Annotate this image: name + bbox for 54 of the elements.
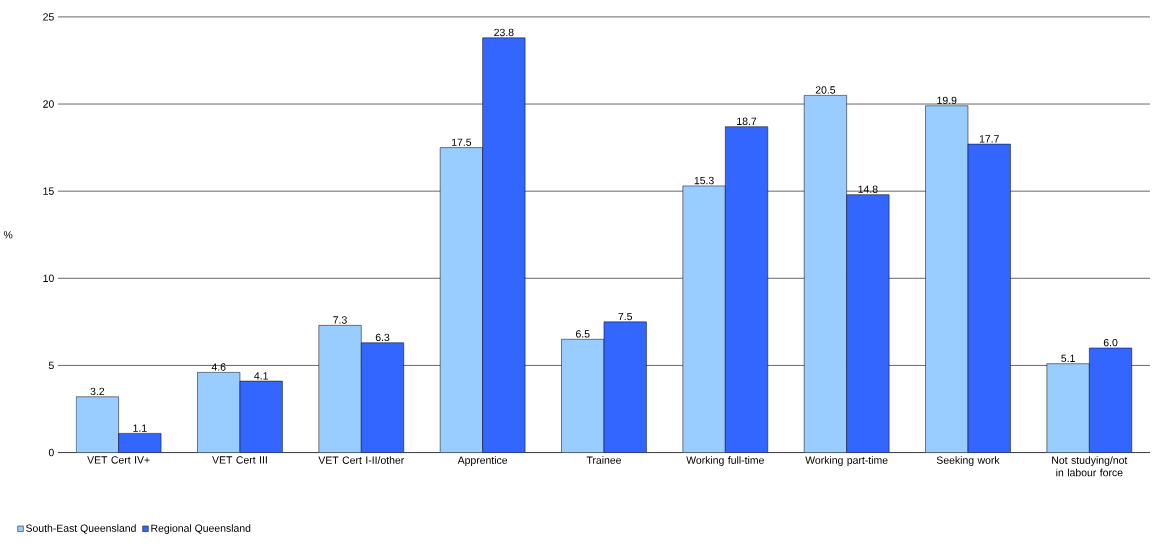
bar	[803, 95, 847, 453]
x-tick-label: Working full-time	[686, 456, 764, 466]
bar	[439, 147, 483, 453]
bar	[725, 126, 769, 453]
data-label: 7.3	[333, 316, 347, 324]
bar	[118, 433, 162, 453]
bar	[682, 185, 726, 453]
y-axis-title: %	[3, 231, 13, 239]
x-tick-label: Not studying/not in labour force	[1052, 456, 1128, 477]
y-tick-label: 20	[43, 100, 54, 108]
bar	[1089, 347, 1133, 453]
x-tick-label: VET Cert I-II/other	[318, 456, 405, 464]
data-label: 14.8	[858, 185, 878, 193]
bar	[197, 372, 241, 453]
data-label: 7.5	[618, 312, 633, 321]
data-label: 4.6	[211, 363, 226, 371]
bar	[1046, 363, 1090, 453]
data-label: 5.1	[1061, 354, 1075, 362]
x-tick-label: Trainee	[586, 456, 622, 464]
bar	[239, 380, 283, 453]
bar	[482, 37, 526, 453]
x-tick-label: Seeking work	[936, 456, 1000, 466]
bar	[318, 325, 362, 453]
bar	[967, 143, 1011, 453]
data-label: 3.2	[90, 387, 105, 396]
y-tick-label: 0	[48, 448, 54, 457]
data-label: 17.5	[452, 138, 472, 146]
bar	[361, 342, 405, 453]
bar	[75, 396, 119, 453]
legend-label: Regional Queensland	[151, 524, 251, 534]
data-label: 6.5	[576, 330, 590, 338]
x-tick-label: VET Cert III	[212, 456, 267, 464]
y-tick-label: 5	[48, 361, 54, 370]
x-tick-label: Working part-time	[805, 456, 888, 466]
y-tick-label: 15	[43, 187, 54, 195]
x-tick-label: VET Cert IV+	[87, 456, 150, 464]
data-label: 20.5	[815, 86, 836, 94]
bar	[925, 105, 969, 453]
y-tick-label: 25	[43, 13, 54, 21]
data-label: 17.7	[979, 135, 999, 143]
data-label: 15.3	[694, 176, 714, 185]
x-tick-label: Apprentice	[457, 456, 508, 466]
bar	[603, 321, 647, 453]
data-label: 18.7	[737, 117, 757, 125]
data-label: 19.9	[937, 96, 957, 105]
legend-label: South-East Queensland	[26, 524, 136, 534]
bar	[846, 194, 890, 453]
data-label: 6.3	[375, 333, 390, 342]
data-label: 23.8	[494, 28, 514, 37]
y-tick-label: 10	[43, 274, 54, 282]
data-label: 4.1	[254, 372, 268, 380]
data-label: 6.0	[1103, 338, 1118, 347]
data-label: 1.1	[133, 424, 147, 432]
bar	[561, 339, 605, 453]
